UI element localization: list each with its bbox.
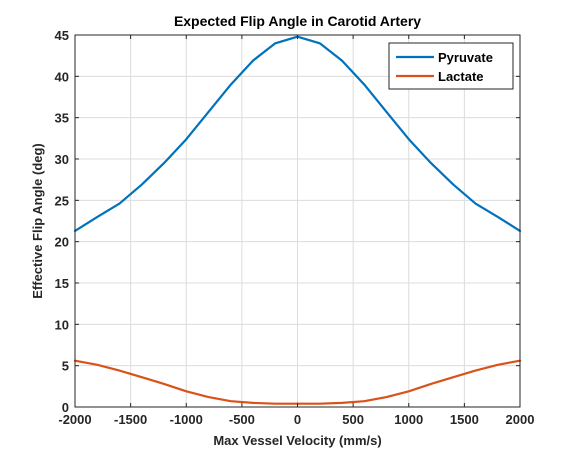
x-tick-label: 1500	[450, 412, 479, 427]
legend-label-lactate: Lactate	[438, 69, 484, 84]
y-tick-label: 20	[55, 235, 69, 250]
tick-marks	[74, 34, 521, 408]
x-tick-label: 1000	[394, 412, 423, 427]
x-tick-label: 500	[342, 412, 364, 427]
x-tick-label: -500	[229, 412, 255, 427]
y-tick-label: 35	[55, 111, 69, 126]
legend-label-pyruvate: Pyruvate	[438, 50, 493, 65]
chart-title: Expected Flip Angle in Carotid Artery	[174, 13, 421, 29]
y-tick-label: 30	[55, 152, 69, 167]
legend-box	[388, 42, 514, 90]
y-axis-label: Effective Flip Angle (deg)	[30, 143, 45, 299]
x-tick-label: -1000	[170, 412, 203, 427]
x-tick-labels: -2000 -1500 -1000 -500 0 500 1000 1500 2000	[58, 412, 534, 427]
x-axis-label: Max Vessel Velocity (mm/s)	[213, 433, 381, 448]
x-tick-label: 0	[294, 412, 301, 427]
x-tick-label: 2000	[506, 412, 535, 427]
y-tick-labels: 0 5 10 15 20 25 30 35 40 45	[55, 28, 69, 415]
grid-lines	[74, 34, 521, 408]
y-tick-label: 45	[55, 28, 69, 43]
x-tick-label: -1500	[114, 412, 147, 427]
y-tick-label: 15	[55, 276, 69, 291]
y-tick-label: 10	[55, 317, 69, 332]
legend: Pyruvate Lactate	[388, 42, 514, 90]
y-tick-label: 25	[55, 193, 69, 208]
y-tick-label: 40	[55, 69, 69, 84]
x-tick-label: -2000	[58, 412, 91, 427]
y-tick-label: 5	[62, 359, 69, 374]
y-tick-label: 0	[62, 400, 69, 415]
